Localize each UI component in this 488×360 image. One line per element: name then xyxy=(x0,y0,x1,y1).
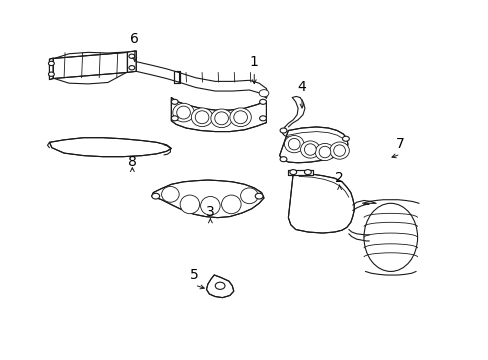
Ellipse shape xyxy=(329,142,348,159)
Ellipse shape xyxy=(176,106,190,119)
Ellipse shape xyxy=(315,143,334,161)
Ellipse shape xyxy=(363,203,417,271)
Ellipse shape xyxy=(289,170,296,175)
Polygon shape xyxy=(127,51,136,72)
Text: 5: 5 xyxy=(190,268,199,282)
Text: 7: 7 xyxy=(395,137,404,151)
Ellipse shape xyxy=(215,282,224,289)
Ellipse shape xyxy=(304,170,311,175)
Ellipse shape xyxy=(171,99,178,104)
Text: 2: 2 xyxy=(334,171,343,185)
Polygon shape xyxy=(49,138,171,157)
Ellipse shape xyxy=(319,146,330,158)
Ellipse shape xyxy=(210,109,232,128)
Polygon shape xyxy=(206,275,233,298)
Polygon shape xyxy=(279,127,347,163)
Ellipse shape xyxy=(221,195,241,214)
Ellipse shape xyxy=(333,145,345,156)
Polygon shape xyxy=(53,52,127,78)
Ellipse shape xyxy=(152,193,159,199)
Ellipse shape xyxy=(259,116,266,121)
Ellipse shape xyxy=(288,138,300,150)
Ellipse shape xyxy=(161,186,179,202)
Polygon shape xyxy=(288,173,353,233)
Ellipse shape xyxy=(48,61,54,66)
Ellipse shape xyxy=(172,103,194,122)
Ellipse shape xyxy=(214,112,228,125)
Ellipse shape xyxy=(129,66,135,70)
Ellipse shape xyxy=(200,197,220,215)
Ellipse shape xyxy=(129,54,135,58)
Text: 8: 8 xyxy=(128,155,137,169)
Ellipse shape xyxy=(304,144,316,155)
Polygon shape xyxy=(174,71,180,83)
Ellipse shape xyxy=(259,99,266,104)
Ellipse shape xyxy=(259,90,268,97)
Ellipse shape xyxy=(191,108,212,127)
Polygon shape xyxy=(49,58,53,80)
Ellipse shape xyxy=(255,193,263,199)
Ellipse shape xyxy=(180,195,199,214)
Ellipse shape xyxy=(171,116,178,121)
Text: 3: 3 xyxy=(205,206,214,220)
Polygon shape xyxy=(171,98,266,132)
Polygon shape xyxy=(152,180,264,218)
Text: 4: 4 xyxy=(297,80,306,94)
Text: 6: 6 xyxy=(130,32,139,45)
Ellipse shape xyxy=(280,157,286,162)
Text: 1: 1 xyxy=(249,55,258,69)
Ellipse shape xyxy=(300,141,320,158)
Ellipse shape xyxy=(229,108,251,127)
Ellipse shape xyxy=(240,188,258,204)
Ellipse shape xyxy=(342,136,348,141)
Ellipse shape xyxy=(280,128,286,133)
Ellipse shape xyxy=(233,111,247,124)
Polygon shape xyxy=(288,170,312,175)
Ellipse shape xyxy=(284,135,304,153)
Ellipse shape xyxy=(48,72,54,76)
Ellipse shape xyxy=(195,111,208,124)
